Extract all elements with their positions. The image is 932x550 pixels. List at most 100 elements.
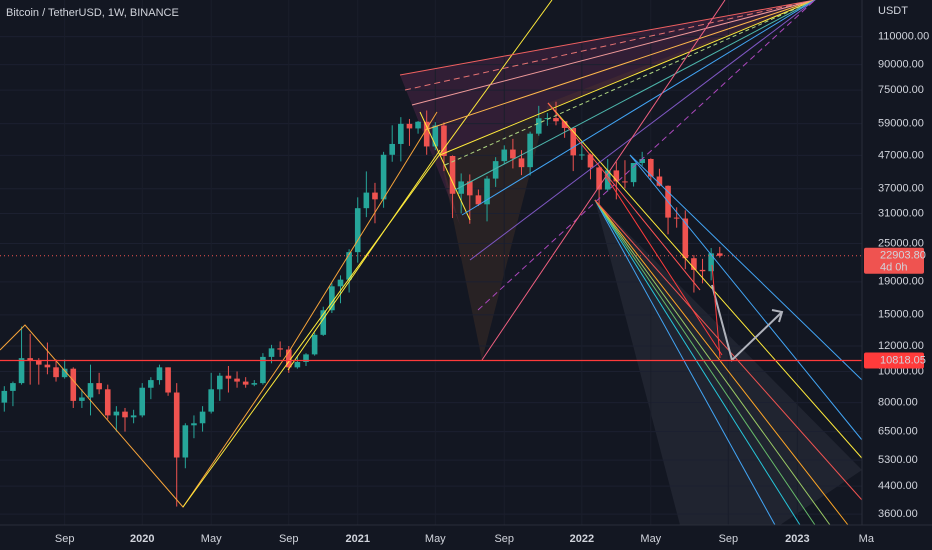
candle-body xyxy=(363,192,370,209)
candle-body xyxy=(535,118,542,134)
candle-body xyxy=(285,349,292,368)
candle-body xyxy=(682,218,689,259)
fan-line xyxy=(481,0,726,361)
y-tick-label: 6500.00 xyxy=(878,426,918,438)
candle-body xyxy=(346,252,352,280)
levels xyxy=(0,255,862,362)
last-price-label: 22903.80 xyxy=(880,250,926,262)
y-tick-label: 75000.00 xyxy=(878,84,924,96)
x-tick-label: 2021 xyxy=(345,533,369,545)
candle-body xyxy=(225,375,232,379)
last-price-tag xyxy=(864,247,924,274)
y-tick-label: 31000.00 xyxy=(878,207,924,219)
yellow-trend xyxy=(419,111,471,221)
y-tick-label: 47000.00 xyxy=(878,149,924,161)
candle-body xyxy=(570,127,577,156)
candle-body xyxy=(441,125,447,156)
candle-body xyxy=(354,208,361,253)
x-tick-label: May xyxy=(640,533,661,545)
candle-body xyxy=(139,387,146,416)
candle-body xyxy=(320,310,327,335)
gray-arrow-head xyxy=(771,309,784,323)
level-tag-label: 10818.05 xyxy=(880,354,926,366)
x-tick-label: Sep xyxy=(55,533,75,545)
candle-body xyxy=(53,367,59,378)
fan-line xyxy=(411,0,816,106)
candle-body xyxy=(173,392,180,458)
candle-body xyxy=(466,181,473,196)
candle-body xyxy=(79,397,85,401)
candle-body xyxy=(380,154,387,200)
candle-body xyxy=(234,378,240,382)
candle-body xyxy=(596,167,602,190)
y-tick-label: 59000.00 xyxy=(878,118,924,130)
x-tick-label: Sep xyxy=(279,533,299,545)
candle-body xyxy=(148,380,154,388)
candle-body xyxy=(630,163,637,183)
fan-line xyxy=(629,154,863,441)
candle-body xyxy=(96,383,102,390)
y-tick-label: 12000.00 xyxy=(878,340,924,352)
fan-line xyxy=(594,199,801,526)
candle-body xyxy=(1,390,8,403)
candle-body xyxy=(156,367,163,381)
candle-body xyxy=(251,383,258,385)
y-tick-label: 4400.00 xyxy=(878,480,918,492)
fan-line xyxy=(469,0,816,261)
candle-body xyxy=(113,411,120,416)
x-tick-label: May xyxy=(201,533,222,545)
fan-line xyxy=(629,154,863,381)
candle-body xyxy=(27,358,33,361)
candle-body xyxy=(398,123,404,144)
candle-body xyxy=(501,149,508,162)
candle-body xyxy=(70,368,77,401)
candle-body xyxy=(406,123,413,129)
axes: 110000.00 90000.00 75000.00 59000.00 47000.0… xyxy=(55,31,929,545)
candle-body xyxy=(553,118,559,122)
candle-body xyxy=(673,217,680,219)
fan-line xyxy=(444,0,816,166)
candle-body xyxy=(303,354,309,363)
candle-body xyxy=(268,348,275,357)
candle-body xyxy=(691,258,697,270)
candle-body xyxy=(242,381,249,385)
x-tick-label: Sep xyxy=(719,533,739,545)
candle-body xyxy=(648,158,654,177)
red-trend xyxy=(604,174,723,356)
yellow-trend xyxy=(287,149,441,371)
candle-body xyxy=(191,423,197,426)
candle-body xyxy=(716,253,723,256)
x-tick-label: 2022 xyxy=(570,533,594,545)
y-tick-label: 19000.00 xyxy=(878,276,924,288)
candle-body xyxy=(510,149,516,159)
red-arrow xyxy=(711,264,721,359)
price-axis xyxy=(862,0,932,550)
level-tag xyxy=(864,352,924,369)
candle-body xyxy=(423,121,430,147)
candle-body xyxy=(104,389,111,416)
candle-body xyxy=(329,286,335,311)
y-tick-label: 25000.00 xyxy=(878,237,924,249)
fan-line xyxy=(594,199,849,526)
yellow-trend xyxy=(547,102,869,466)
candle-body xyxy=(656,176,663,186)
candle-body xyxy=(18,358,25,384)
fan-line xyxy=(461,0,816,216)
candles xyxy=(1,101,723,507)
y-tick-label: 90000.00 xyxy=(878,59,924,71)
candle-body xyxy=(518,158,525,168)
candle-body xyxy=(208,389,214,412)
fan-line xyxy=(424,0,816,131)
fan-line xyxy=(454,0,816,191)
candle-body xyxy=(165,367,171,393)
candle-body xyxy=(389,143,396,155)
x-tick-label: Ma xyxy=(859,533,875,545)
y-tick-label: 15000.00 xyxy=(878,309,924,321)
x-tick-label: Sep xyxy=(494,533,514,545)
candle-body xyxy=(699,269,706,272)
candle-body xyxy=(182,425,189,458)
candle-body xyxy=(432,125,439,147)
plot-area xyxy=(0,0,869,526)
candle-body xyxy=(492,161,499,179)
y-tick-label: 110000.00 xyxy=(878,31,929,43)
